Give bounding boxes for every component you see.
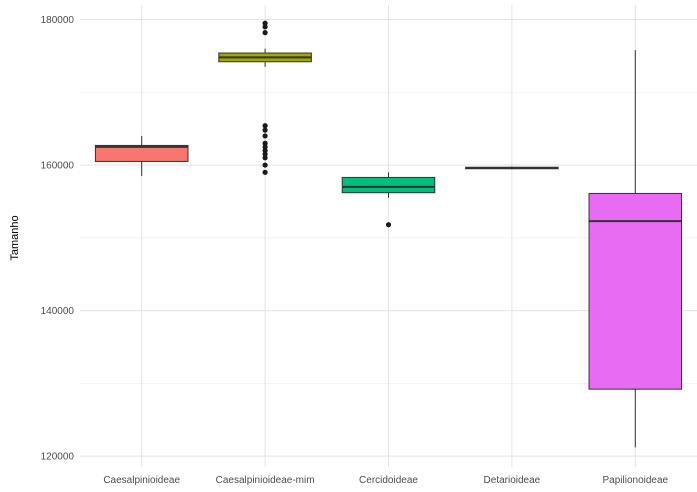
- box-cercidoideae: [341, 172, 436, 228]
- outlier-point: [262, 169, 268, 175]
- x-tick-label: Caesalpinioideae: [103, 475, 180, 486]
- x-tick-label: Cercidoideae: [359, 475, 418, 486]
- box-body: [341, 176, 436, 194]
- outlier-point: [262, 144, 268, 150]
- outlier-point: [262, 123, 268, 129]
- y-axis-title: Tamanho: [9, 215, 21, 260]
- box-series: [94, 20, 683, 448]
- box-caesalpinioideae-mim: [218, 20, 312, 175]
- y-tick-label: 120000: [41, 452, 75, 463]
- outlier-point: [262, 133, 268, 139]
- outlier-point: [262, 162, 268, 168]
- box-body: [588, 192, 683, 390]
- outlier-point: [385, 222, 392, 228]
- outlier-point: [262, 147, 268, 154]
- outlier-point: [262, 30, 268, 36]
- outlier-point: [262, 24, 268, 30]
- outlier-point: [262, 127, 268, 133]
- y-tick-label: 180000: [41, 15, 75, 26]
- outlier-point: [262, 151, 268, 157]
- outlier-point: [262, 20, 268, 26]
- x-tick-label: Caesalpinioideae-mim: [216, 475, 315, 486]
- y-axis: 120000 140000 160000 180000: [41, 15, 75, 463]
- outlier-point: [262, 155, 268, 161]
- y-tick-label: 140000: [41, 306, 75, 317]
- x-tick-label: Papilionoideae: [602, 475, 668, 486]
- x-tick-label: Detarioideae: [484, 475, 541, 486]
- box-detarioideae: [465, 166, 559, 170]
- box-body: [94, 144, 189, 162]
- x-axis: Caesalpinioideae Caesalpinioideae-mim Cerc…: [103, 475, 668, 486]
- outlier-point: [262, 140, 268, 146]
- box-papilionoideae: [588, 50, 683, 448]
- y-tick-label: 160000: [41, 161, 75, 172]
- box-caesalpinioideae: [94, 135, 189, 176]
